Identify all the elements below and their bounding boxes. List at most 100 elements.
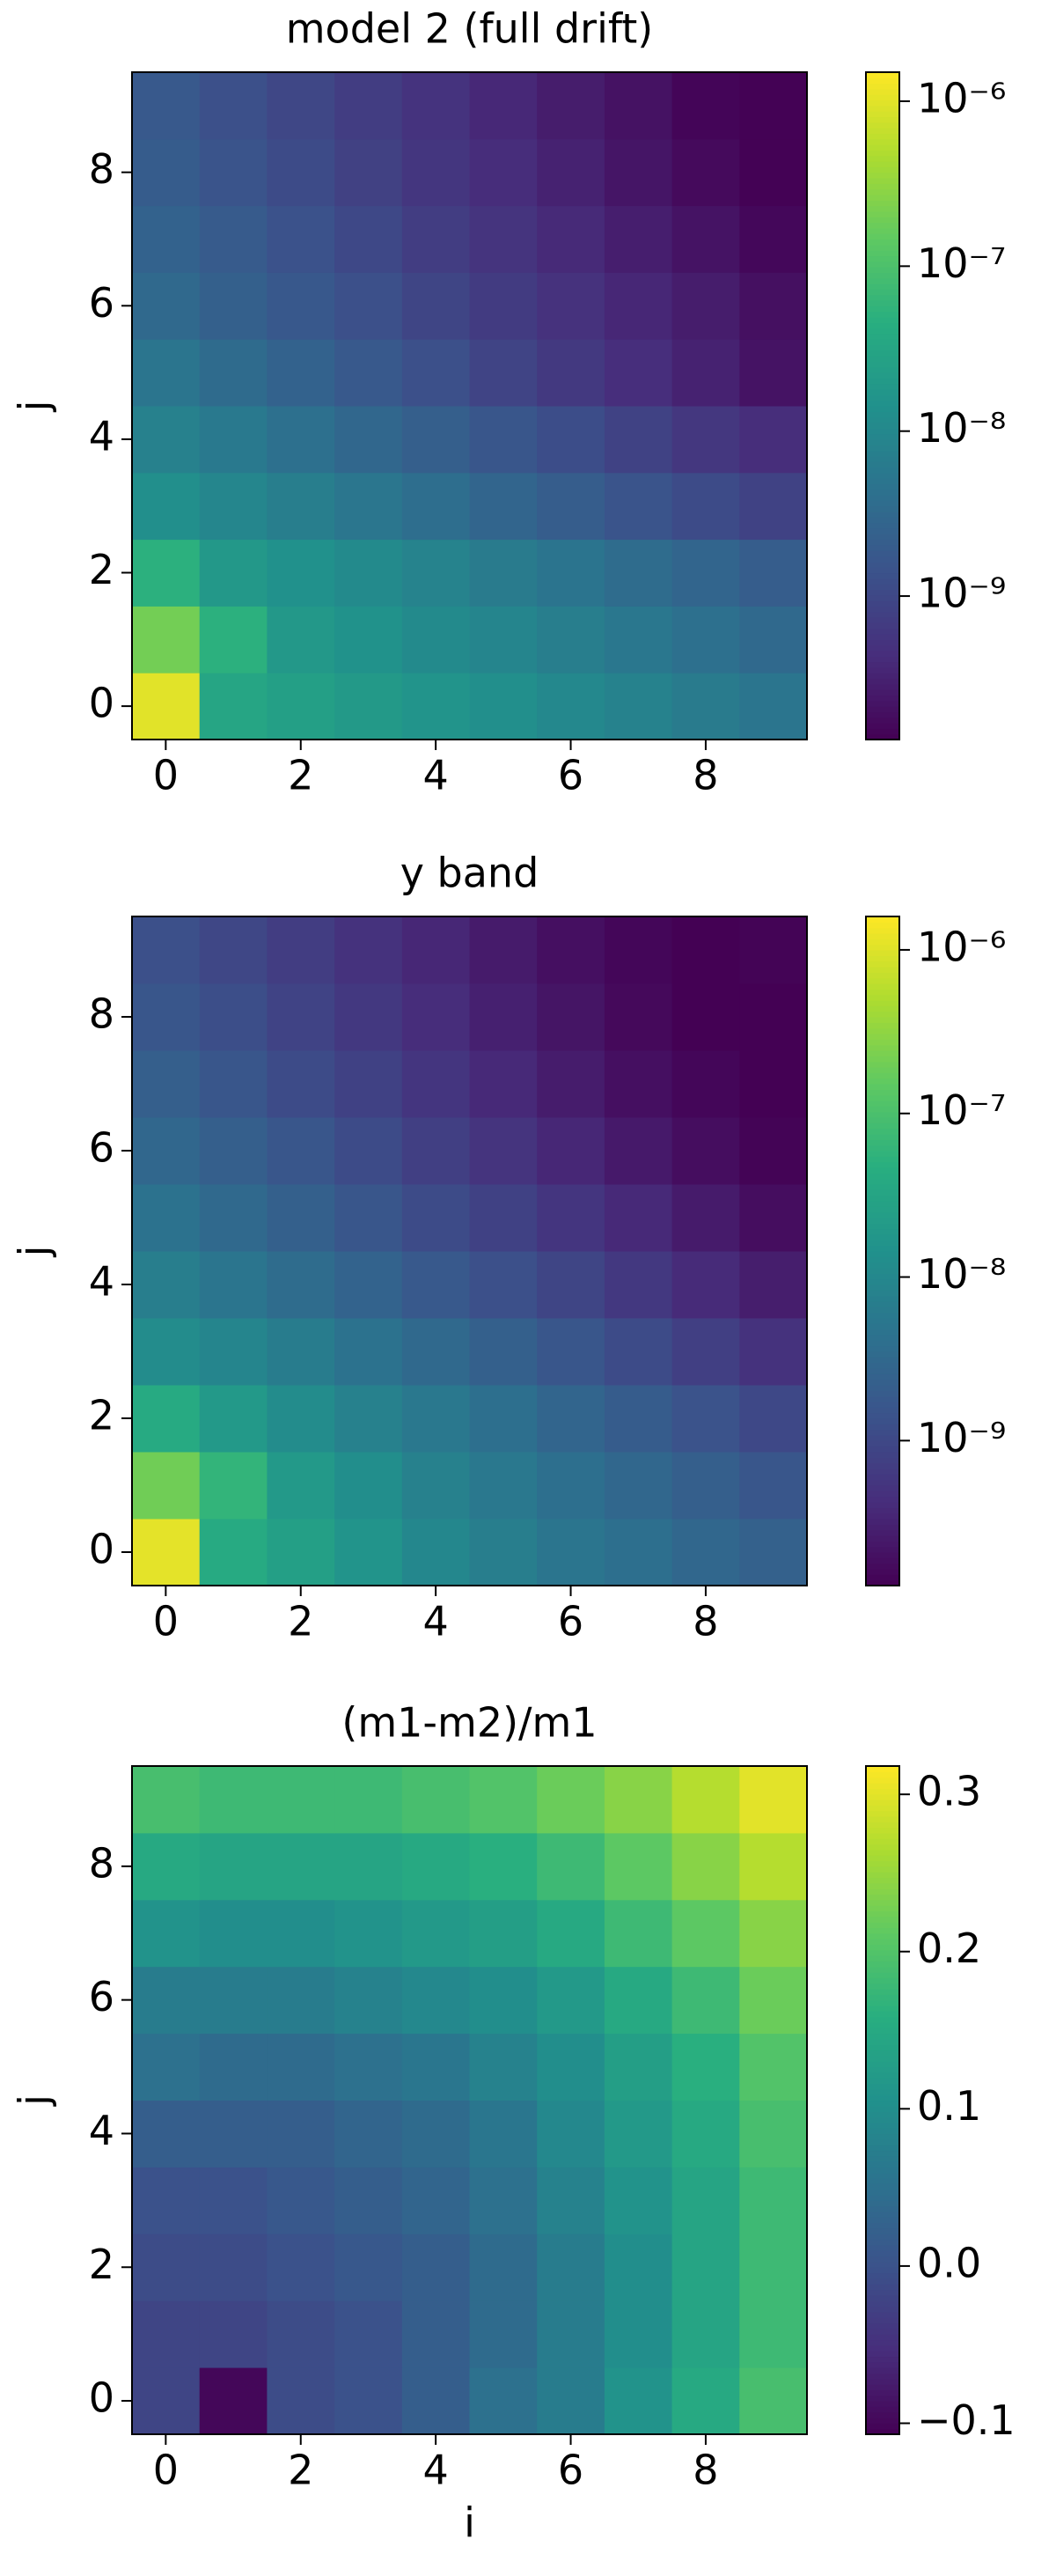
colorbar-strip bbox=[866, 2395, 899, 2402]
colorbar-strip bbox=[866, 2267, 899, 2274]
heatmap-cell bbox=[267, 2234, 335, 2301]
colorbar-strip bbox=[866, 2044, 899, 2051]
heatmap-cell bbox=[537, 2100, 605, 2168]
heatmap-cell bbox=[132, 1251, 201, 1319]
y-tick-label: 8 bbox=[89, 1839, 114, 1887]
colorbar-strip bbox=[866, 299, 899, 306]
heatmap-cell bbox=[537, 1966, 605, 2035]
heatmap-cell bbox=[537, 272, 605, 340]
heatmap-cell bbox=[604, 2167, 673, 2234]
heatmap-cell bbox=[739, 2033, 808, 2101]
colorbar-strip bbox=[866, 1844, 899, 1851]
colorbar-strip bbox=[866, 1017, 899, 1023]
heatmap-cell bbox=[671, 272, 740, 340]
colorbar-strip bbox=[866, 1966, 899, 1973]
colorbar-strip bbox=[866, 2244, 899, 2251]
colorbar-strip bbox=[866, 183, 899, 190]
heatmap-cell bbox=[604, 1117, 673, 1185]
colorbar-strip bbox=[866, 339, 899, 346]
colorbar-strip bbox=[866, 2172, 899, 2179]
colorbar-strip bbox=[866, 361, 899, 368]
colorbar-strip bbox=[866, 2378, 899, 2385]
colorbar-strip bbox=[866, 2078, 899, 2085]
colorbar-strip bbox=[866, 1084, 899, 1090]
colorbar-strip bbox=[866, 244, 899, 251]
colorbar-strip bbox=[866, 1788, 899, 1795]
heatmap-cell bbox=[469, 1251, 538, 1319]
colorbar-strip bbox=[866, 1340, 899, 1347]
colorbar-strip bbox=[866, 644, 899, 651]
heatmap-cell bbox=[199, 1966, 268, 2035]
heatmap-cell bbox=[739, 1318, 808, 1386]
heatmap-cell bbox=[604, 406, 673, 474]
colorbar-strip bbox=[866, 2217, 899, 2224]
heatmap-cell bbox=[267, 1184, 335, 1252]
heatmap-cell bbox=[199, 2300, 268, 2368]
heatmap-cell bbox=[671, 2367, 740, 2435]
heatmap-cell bbox=[401, 1966, 470, 2035]
colorbar-strip bbox=[866, 1240, 899, 1247]
heatmap-cell bbox=[267, 72, 335, 140]
colorbar-strip bbox=[866, 505, 899, 512]
heatmap-cell bbox=[267, 406, 335, 474]
colorbar-strip bbox=[866, 955, 899, 962]
heatmap-cell bbox=[537, 539, 605, 607]
colorbar-strip bbox=[866, 1251, 899, 1257]
colorbar-strip bbox=[866, 1022, 899, 1029]
colorbar-strip bbox=[866, 689, 899, 696]
heatmap-cell bbox=[401, 1519, 470, 1586]
heatmap-cell bbox=[199, 72, 268, 140]
colorbar-tick-label: 0.0 bbox=[917, 2239, 981, 2286]
colorbar-strip bbox=[866, 2195, 899, 2201]
x-axis-label: i bbox=[464, 2499, 475, 2547]
colorbar-strip bbox=[866, 2161, 899, 2168]
colorbar-strip bbox=[866, 250, 899, 257]
heatmap-cell bbox=[671, 472, 740, 541]
heatmap-cell bbox=[537, 72, 605, 140]
colorbar-strip bbox=[866, 1910, 899, 1917]
heatmap-cell bbox=[401, 2300, 470, 2368]
colorbar-strip bbox=[866, 1089, 899, 1096]
colorbar-strip bbox=[866, 527, 899, 534]
heatmap-cell bbox=[199, 406, 268, 474]
heatmap-cell bbox=[199, 205, 268, 273]
colorbar-strip bbox=[866, 2284, 899, 2291]
colorbar-strip bbox=[866, 2212, 899, 2218]
heatmap-cell bbox=[537, 406, 605, 474]
heatmap-cell bbox=[401, 2167, 470, 2234]
colorbar-strip bbox=[866, 1418, 899, 1424]
colorbar-strip bbox=[866, 489, 899, 496]
heatmap-cell bbox=[401, 2100, 470, 2168]
colorbar-strip bbox=[866, 2033, 899, 2040]
colorbar-strip bbox=[866, 2339, 899, 2346]
heatmap-cell bbox=[401, 1318, 470, 1386]
heatmap-cell bbox=[739, 138, 808, 207]
colorbar-strip bbox=[866, 2373, 899, 2380]
colorbar-strip bbox=[866, 406, 899, 412]
heatmap-cell bbox=[671, 1251, 740, 1319]
colorbar-strip bbox=[866, 606, 899, 613]
colorbar-strip bbox=[866, 210, 899, 217]
heatmap-cell bbox=[739, 72, 808, 140]
heatmap-cell bbox=[334, 2300, 403, 2368]
colorbar-strip bbox=[866, 2122, 899, 2129]
colorbar-strip bbox=[866, 2234, 899, 2241]
heatmap-cell bbox=[132, 205, 201, 273]
colorbar-strip bbox=[866, 1144, 899, 1152]
colorbar-strip bbox=[866, 2322, 899, 2329]
heatmap-cell bbox=[334, 205, 403, 273]
heatmap-cell bbox=[334, 2167, 403, 2234]
colorbar-strip bbox=[866, 116, 899, 123]
colorbar-strip bbox=[866, 1922, 899, 1929]
heatmap-cell bbox=[469, 2367, 538, 2435]
heatmap-cell bbox=[267, 1050, 335, 1118]
colorbar-strip bbox=[866, 1323, 899, 1330]
colorbar-strip bbox=[866, 1106, 899, 1113]
colorbar-strip bbox=[866, 194, 899, 201]
heatmap-cell bbox=[401, 606, 470, 673]
heatmap-cell bbox=[537, 2234, 605, 2301]
heatmap-cell bbox=[604, 2300, 673, 2368]
heatmap-cell bbox=[267, 472, 335, 541]
colorbar-strip bbox=[866, 1195, 899, 1202]
